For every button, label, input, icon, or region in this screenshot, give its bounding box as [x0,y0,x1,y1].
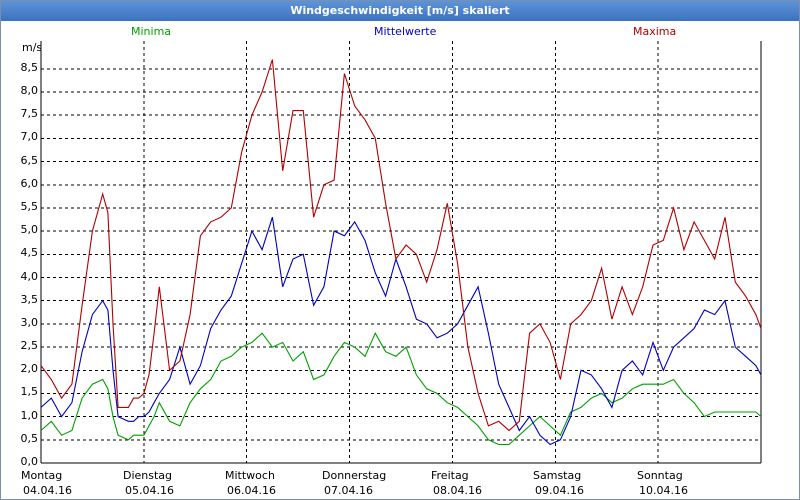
y-tick-label: 3,0 [20,315,39,329]
x-tick-day: Sonntag [637,469,683,482]
y-axis-label: m/s [22,41,43,54]
y-tick-label: 2,0 [20,362,39,376]
legend-maxima: Maxima [633,25,677,38]
y-tick-label: 6,5 [20,153,39,167]
x-tick-label: Mittwoch 06.04.16 [225,468,276,498]
y-tick-label: 3,5 [20,292,39,306]
y-tick-label: 4,5 [20,246,39,260]
y-tick-label: 7,0 [20,130,39,144]
x-tick-date: 07.04.16 [324,484,373,497]
x-tick-label: Freitag 08.04.16 [431,468,482,498]
x-tick-date: 05.04.16 [125,484,174,497]
y-tick-label: 8,5 [20,60,39,74]
y-tick-label: 0,5 [20,431,39,445]
chart-plot [40,41,762,464]
x-tick-date: 04.04.16 [23,484,72,497]
x-tick-day: Donnerstag [322,469,387,482]
series-line-mittelwerte [40,217,762,446]
window-title: Windgeschwindigkeit [m/s] skaliert [290,4,510,17]
y-tick-label: 7,5 [20,107,39,121]
x-tick-label: Donnerstag 07.04.16 [322,468,386,498]
window-titlebar: Windgeschwindigkeit [m/s] skaliert [1,1,799,21]
legend-mittelwerte: Mittelwerte [374,25,437,38]
series-line-minima [40,331,762,446]
x-tick-day: Montag [21,469,63,482]
y-tick-label: 8,0 [20,84,39,97]
x-tick-label: Montag 04.04.16 [21,468,72,498]
x-tick-date: 10.04.16 [639,484,688,497]
y-tick-label: 1,0 [20,408,39,422]
y-tick-label: 0,0 [20,455,39,468]
legend-minima: Minima [131,25,172,38]
y-tick-label: 4,0 [20,269,39,283]
y-tick-label: 1,5 [20,385,39,399]
x-tick-date: 08.04.16 [433,484,482,497]
series-line-maxima [40,59,762,432]
x-tick-day: Mittwoch [225,469,275,482]
x-tick-day: Dienstag [123,469,173,482]
y-tick-label: 6,0 [20,176,39,190]
y-tick-label: 5,5 [20,199,39,213]
y-tick-label: 2,5 [20,339,39,353]
x-tick-day: Freitag [431,469,469,482]
y-tick-label: 5,0 [20,223,39,237]
x-tick-label: Sonntag 10.04.16 [637,468,688,498]
x-tick-label: Samstag 09.04.16 [533,468,584,498]
x-tick-date: 06.04.16 [227,484,276,497]
x-tick-label: Dienstag 05.04.16 [123,468,174,498]
x-tick-day: Samstag [533,469,582,482]
x-tick-date: 09.04.16 [535,484,584,497]
